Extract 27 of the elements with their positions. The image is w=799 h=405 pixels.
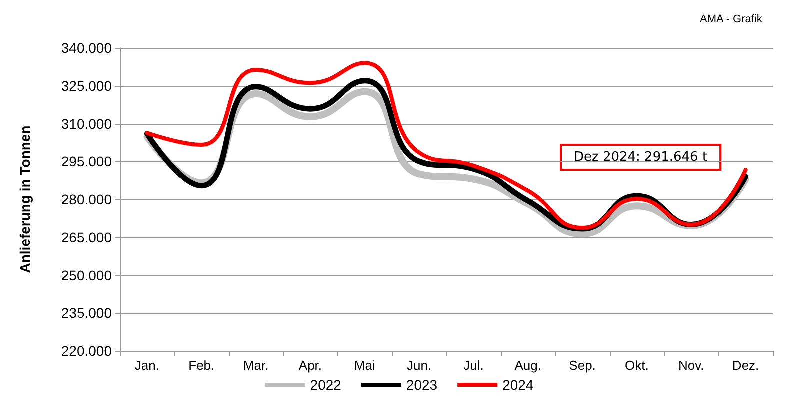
y-tick-label: 325.000	[61, 78, 112, 94]
y-tick-label: 220.000	[61, 343, 112, 359]
y-tick-label: 250.000	[61, 267, 112, 284]
y-tick-label: 265.000	[61, 229, 112, 246]
legend-label: 2024	[502, 377, 534, 393]
x-tick-label: Mar.	[243, 358, 269, 373]
x-tick-label: Nov.	[678, 358, 704, 373]
x-tick-label: Jul.	[464, 358, 484, 373]
x-tick-label: Okt.	[625, 358, 649, 373]
text: AMA - Grafik	[700, 14, 763, 26]
y-tick-label: 295.000	[61, 154, 112, 170]
x-tick-label: Aug.	[514, 358, 542, 373]
x-tick-label: Sep.	[569, 358, 596, 373]
legend-label: 2022	[310, 377, 342, 393]
x-tick-label: Feb.	[188, 358, 215, 373]
x-tick-label: Jan.	[134, 358, 160, 373]
legend-label: 2023	[406, 377, 438, 393]
x-tick-label: Dez.	[732, 358, 760, 373]
x-tick-label: Apr.	[298, 358, 322, 373]
y-tick-label: 310.000	[61, 116, 112, 132]
annotation: Dez 2024: 291.646 t	[574, 150, 708, 165]
y-axis-title: Anlieferung in Tonnen	[17, 126, 33, 274]
y-tick-label: 280.000	[61, 192, 112, 208]
y-tick-label: 235.000	[61, 305, 112, 322]
x-tick-label: Mai	[354, 358, 376, 373]
y-tick-label: 340.000	[61, 40, 112, 56]
x-tick-label: Jun.	[407, 358, 432, 373]
